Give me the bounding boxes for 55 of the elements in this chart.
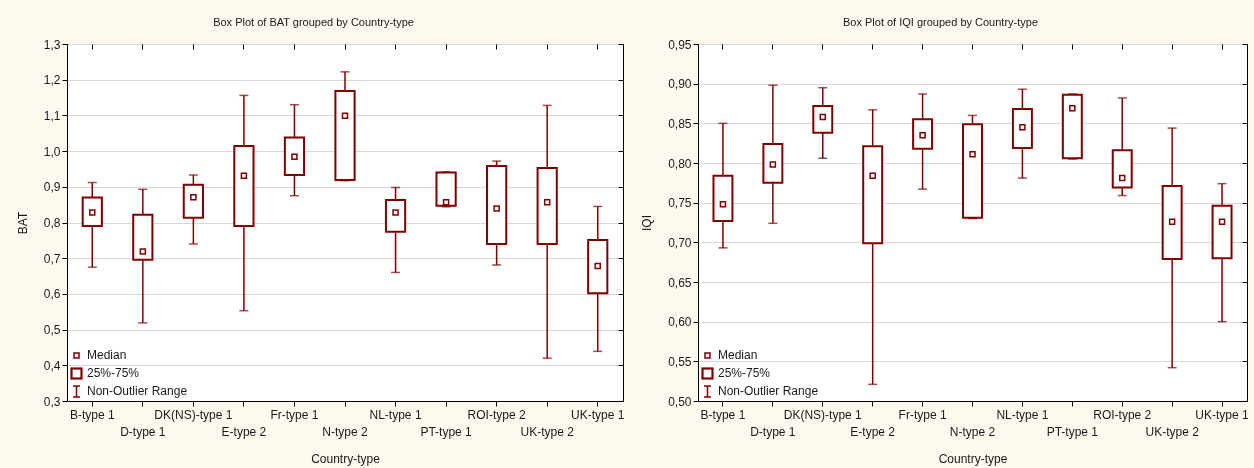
x-tick-label: E-type 2	[221, 424, 267, 439]
y-tick-label: 0,80	[668, 156, 692, 171]
y-tick-label: 0,55	[668, 354, 692, 369]
annotation: Non-Outlier Range	[718, 384, 819, 398]
x-tick-label: ROI-type 2	[1093, 407, 1152, 422]
annotation: 25%-75%	[87, 366, 140, 380]
y-tick-label: 0,9	[43, 180, 61, 195]
x-tick-label: N-type 2	[949, 424, 996, 439]
x-tick-label: E-type 2	[850, 424, 896, 439]
y-axis-title: BAT	[15, 211, 30, 235]
x-tick-label: UK-type 1	[1195, 407, 1250, 422]
y-tick-label: 0,70	[668, 235, 692, 250]
y-tick-label: 0,4	[43, 358, 61, 373]
y-tick-label: 0,5	[43, 323, 61, 338]
x-tick-label: NL-type 1	[996, 407, 1049, 422]
annotation: Median	[87, 348, 127, 362]
annotation: 25%-75%	[718, 366, 771, 380]
x-tick-label: PT-type 1	[1046, 424, 1099, 439]
y-tick-label: 1,3	[43, 37, 61, 52]
x-tick-label: UK-type 1	[571, 407, 625, 422]
y-tick-label: 0,75	[668, 196, 692, 211]
y-tick-label: 0,95	[668, 37, 692, 52]
y-tick-label: 1,0	[43, 144, 61, 159]
x-tick-label: D-type 1	[120, 424, 166, 439]
annotation: Median	[718, 348, 758, 362]
x-axis-title: Country-type	[938, 451, 1008, 466]
x-tick-label: D-type 1	[750, 424, 796, 439]
y-tick-label: 1,1	[43, 108, 61, 123]
annotation: Non-Outlier Range	[87, 384, 188, 398]
x-axis-title: Country-type	[311, 451, 381, 466]
y-tick-label: 0,65	[668, 275, 692, 290]
x-tick-label: NL-type 1	[369, 407, 422, 422]
y-tick-label: 0,8	[43, 216, 61, 230]
y-axis-title: IQI	[640, 214, 655, 232]
y-tick-label: 0,60	[668, 315, 692, 330]
y-tick-label: 0,7	[43, 251, 61, 266]
x-tick-label: DK(NS)-type 1	[783, 407, 863, 422]
x-tick-label: UK-type 2	[1145, 424, 1200, 439]
y-tick-label: 0,50	[668, 394, 692, 409]
chart-title: Box Plot of IQI grouped by Country-type	[842, 16, 1039, 28]
x-tick-label: Fr-type 1	[898, 407, 947, 422]
y-tick-label: 1,2	[43, 73, 61, 88]
x-tick-label: UK-type 2	[520, 424, 575, 439]
chart-title: Box Plot of BAT grouped by Country-type	[213, 16, 414, 28]
x-tick-label: B-type 1	[700, 407, 746, 422]
y-tick-label: 0,3	[43, 394, 61, 409]
y-tick-label: 0,85	[668, 116, 692, 131]
y-tick-label: 0,6	[43, 287, 61, 302]
y-tick-label: 0,90	[668, 77, 692, 92]
x-tick-label: Fr-type 1	[270, 407, 319, 422]
x-tick-label: ROI-type 2	[467, 407, 526, 422]
x-tick-label: B-type 1	[69, 407, 115, 422]
x-tick-label: PT-type 1	[420, 424, 473, 439]
x-tick-label: DK(NS)-type 1	[154, 407, 233, 422]
x-tick-label: N-type 2	[322, 424, 368, 439]
